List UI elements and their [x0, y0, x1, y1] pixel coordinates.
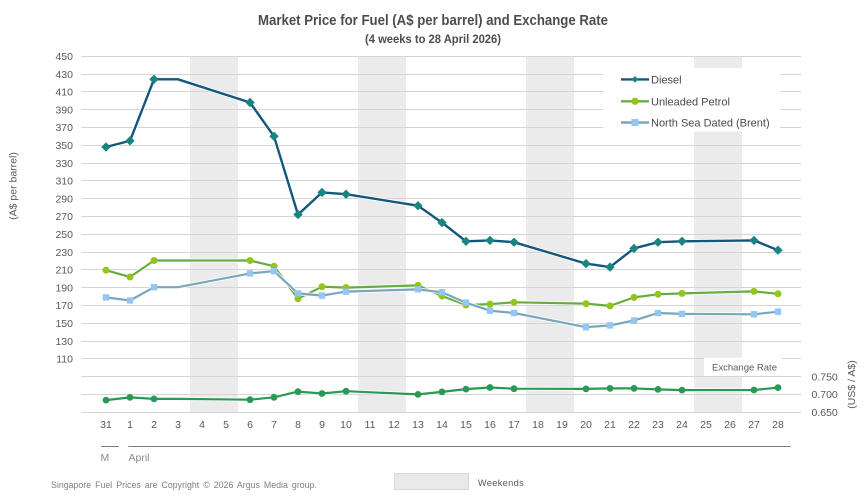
svg-text:8: 8 [295, 419, 301, 431]
svg-text:1: 1 [127, 419, 133, 431]
svg-text:130: 130 [55, 336, 73, 348]
svg-text:20: 20 [580, 419, 592, 431]
svg-text:2: 2 [151, 419, 157, 431]
svg-text:390: 390 [55, 104, 73, 116]
svg-text:350: 350 [55, 140, 73, 152]
svg-text:26: 26 [724, 419, 736, 431]
svg-text:M: M [101, 452, 110, 464]
svg-text:Exchange Rate: Exchange Rate [712, 363, 777, 374]
svg-text:410: 410 [55, 87, 73, 99]
svg-text:14: 14 [436, 419, 448, 431]
svg-text:April: April [129, 452, 150, 464]
svg-text:3: 3 [175, 419, 181, 431]
svg-text:16: 16 [484, 419, 496, 431]
svg-text:Weekends: Weekends [478, 478, 524, 488]
svg-text:13: 13 [412, 419, 424, 431]
svg-text:(A$ per barrel): (A$ per barrel) [8, 152, 20, 220]
svg-text:430: 430 [55, 69, 73, 81]
svg-text:170: 170 [55, 300, 73, 312]
svg-text:18: 18 [532, 419, 544, 431]
svg-text:290: 290 [55, 193, 73, 205]
svg-text:9: 9 [319, 419, 325, 431]
svg-text:230: 230 [55, 247, 73, 259]
svg-text:450: 450 [55, 51, 73, 63]
svg-text:17: 17 [508, 419, 520, 431]
svg-text:Singapore Fuel Prices are Copy: Singapore Fuel Prices are Copyright © 20… [51, 480, 317, 490]
svg-text:110: 110 [56, 354, 73, 366]
svg-text:15: 15 [460, 419, 472, 431]
svg-text:330: 330 [55, 158, 73, 170]
svg-text:11: 11 [365, 419, 376, 431]
svg-text:7: 7 [271, 419, 277, 431]
svg-text:(4 weeks to 28 April 2026): (4 weeks to 28 April 2026) [365, 32, 501, 46]
svg-text:250: 250 [55, 229, 73, 241]
svg-text:310: 310 [55, 176, 73, 188]
svg-text:Unleaded Petrol: Unleaded Petrol [651, 96, 730, 108]
svg-text:19: 19 [556, 419, 568, 431]
svg-text:150: 150 [55, 318, 73, 330]
svg-text:0.750: 0.750 [812, 371, 838, 383]
svg-text:Diesel: Diesel [651, 74, 682, 86]
svg-text:0.700: 0.700 [812, 389, 838, 401]
svg-text:5: 5 [223, 419, 229, 431]
svg-text:4: 4 [199, 419, 205, 431]
svg-text:0.650: 0.650 [812, 407, 838, 419]
svg-text:12: 12 [388, 419, 400, 431]
svg-text:Market Price for Fuel (A$ per: Market Price for Fuel (A$ per barrel) an… [258, 13, 608, 29]
svg-text:6: 6 [247, 419, 253, 431]
svg-text:28: 28 [772, 419, 784, 431]
svg-text:210: 210 [55, 265, 73, 277]
svg-text:370: 370 [55, 122, 73, 134]
svg-text:270: 270 [55, 211, 73, 223]
svg-text:21: 21 [604, 419, 616, 431]
svg-text:27: 27 [748, 419, 760, 431]
svg-text:23: 23 [652, 419, 664, 431]
svg-text:10: 10 [340, 419, 352, 431]
svg-text:22: 22 [628, 419, 640, 431]
svg-text:North Sea Dated (Brent): North Sea Dated (Brent) [651, 118, 770, 130]
svg-text:(US$ / A$): (US$ / A$) [846, 360, 858, 408]
svg-text:24: 24 [676, 419, 688, 431]
svg-text:25: 25 [700, 419, 712, 431]
svg-text:31: 31 [100, 419, 112, 431]
svg-text:190: 190 [55, 282, 73, 294]
